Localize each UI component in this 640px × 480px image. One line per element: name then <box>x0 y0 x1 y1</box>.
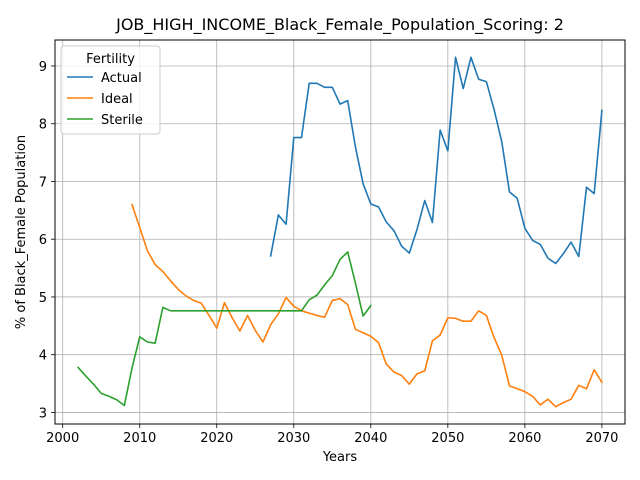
x-tick-label: 2050 <box>431 431 464 446</box>
x-tick-label: 2000 <box>46 431 79 446</box>
y-tick-label: 5 <box>39 291 47 306</box>
y-tick-label: 4 <box>39 349 47 364</box>
y-axis-label: % of Black_Female Population <box>14 135 29 329</box>
x-tick-label: 2020 <box>200 431 233 446</box>
x-tick-label: 2060 <box>508 431 541 446</box>
y-tick-label: 8 <box>39 118 47 133</box>
legend-items: Actual Ideal Sterile <box>67 71 143 128</box>
legend-label-sterile: Sterile <box>101 113 143 128</box>
y-tick-label: 7 <box>39 175 47 190</box>
x-tick-label: 2070 <box>585 431 618 446</box>
series-line-ideal <box>131 203 603 408</box>
y-tick-label: 9 <box>39 60 47 75</box>
axis-ticks: 2000 2010 2020 2030 2040 2050 2060 2070 3 4 5 6 7 8 9 <box>39 60 619 446</box>
plot-frame <box>54 39 626 425</box>
legend-title: Fertility <box>86 52 135 67</box>
chart-title: JOB_HIGH_INCOME_Black_Female_Population_… <box>115 15 564 35</box>
legend-box <box>60 45 161 135</box>
legend: Fertility Actual Ideal Sterile <box>60 45 161 135</box>
x-tick-label: 2010 <box>123 431 156 446</box>
series-line-actual <box>269 56 603 265</box>
series-line-sterile <box>76 251 372 407</box>
series-lines <box>76 56 603 408</box>
y-tick-label: 6 <box>39 233 47 248</box>
x-tick-label: 2040 <box>354 431 387 446</box>
legend-label-ideal: Ideal <box>101 92 133 107</box>
x-axis-label: Years <box>322 450 358 465</box>
grid <box>55 40 625 424</box>
x-tick-label: 2030 <box>277 431 310 446</box>
y-tick-label: 3 <box>39 406 47 421</box>
legend-label-actual: Actual <box>101 71 142 86</box>
